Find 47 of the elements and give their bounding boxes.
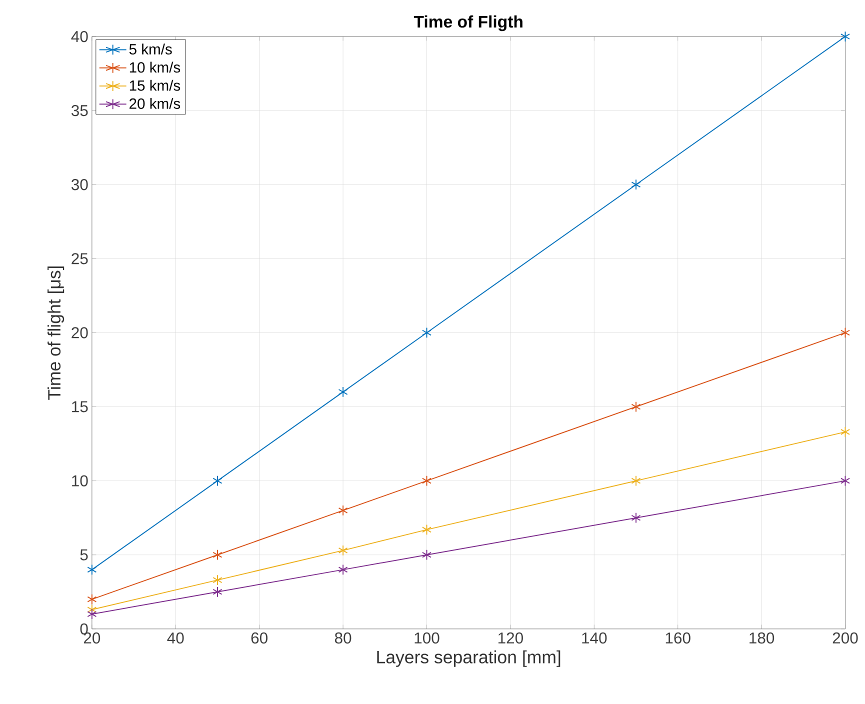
point (840, 327, 850, 338)
point (631, 512, 641, 524)
legend-label: 10 km/s (130, 62, 180, 73)
x-tick-label: 120 (498, 632, 523, 644)
point (338, 505, 348, 516)
legend-label: 5 km/s (129, 44, 172, 55)
chart-title: Time of Fligth (414, 15, 522, 32)
point (338, 386, 348, 398)
point (840, 426, 850, 438)
point (212, 549, 222, 560)
legend-label: 15 km/s (130, 80, 180, 91)
x-tick-label: 60 (251, 632, 268, 644)
point (631, 401, 641, 412)
point (338, 545, 348, 556)
point (212, 586, 222, 598)
point (631, 475, 641, 486)
y-tick-label: 5 (80, 549, 88, 560)
y-tick-label: 40 (71, 30, 88, 42)
point (840, 475, 850, 486)
point (87, 564, 97, 576)
y-tick-label: 35 (71, 105, 88, 116)
y-tick-label: 25 (72, 253, 88, 264)
point (212, 574, 222, 586)
point (87, 608, 97, 620)
y-axis-title: Time of flight [μs] (48, 266, 64, 400)
y-tick-label: 10 (72, 475, 88, 486)
legend-label: 20 km/s (130, 98, 180, 109)
x-tick-label: 160 (666, 632, 690, 644)
x-tick-label: 40 (167, 632, 184, 644)
point (212, 475, 222, 486)
point (422, 327, 432, 338)
point (422, 524, 432, 536)
y-tick-label: 20 (72, 327, 88, 338)
x-tick-label: 200 (832, 632, 858, 644)
x-tick-label: 100 (414, 632, 440, 644)
x-tick-label: 140 (582, 632, 607, 644)
y-tick-label: 30 (71, 179, 88, 190)
point (338, 564, 348, 576)
x-tick-label: 80 (334, 632, 352, 644)
point (840, 31, 850, 42)
x-tick-label: 180 (750, 632, 774, 644)
point (87, 594, 97, 605)
y-tick-label: 15 (72, 401, 88, 412)
x-axis-title: Layers separation [mm] (377, 650, 560, 667)
point (422, 475, 432, 486)
point (422, 549, 432, 560)
point (631, 179, 641, 190)
